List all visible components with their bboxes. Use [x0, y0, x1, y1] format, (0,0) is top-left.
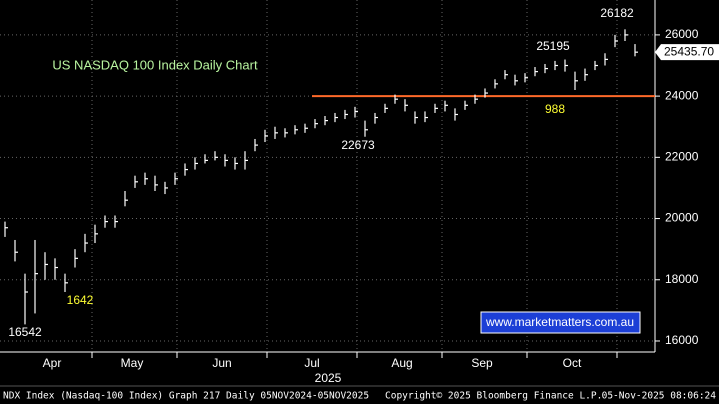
annotation: 1642: [67, 293, 94, 307]
annotation: 988: [545, 102, 565, 116]
x-tick-label: Aug: [391, 356, 412, 370]
y-tick-label: 26000: [665, 27, 699, 41]
watermark: www.marketmatters.com.au: [485, 315, 634, 329]
price-tag-label: 25435.70: [664, 44, 714, 58]
x-tick-label: May: [121, 356, 144, 370]
chart-title: US NASDAQ 100 Index Daily Chart: [52, 57, 258, 72]
annotation: 26182: [600, 6, 634, 20]
x-tick-label: Jun: [212, 356, 231, 370]
footer-center: Copyright© 2025 Bloomberg Finance L.P.: [385, 391, 602, 402]
footer-left: NDX Index (Nasdaq-100 Index) Graph 217 D…: [3, 391, 369, 402]
x-tick-label: Oct: [563, 356, 582, 370]
y-tick-label: 20000: [665, 211, 699, 225]
x-tick-label: Jul: [304, 356, 319, 370]
annotation: 22673: [341, 138, 375, 152]
footer-bar: [0, 386, 719, 404]
x-axis-label: 2025: [315, 371, 342, 385]
y-tick-label: 16000: [665, 333, 699, 347]
y-tick-label: 24000: [665, 88, 699, 102]
footer-right: 05-Nov-2025 08:06:24: [602, 391, 717, 402]
annotation: 16542: [8, 325, 42, 339]
price-tag: [655, 44, 719, 61]
y-tick-label: 22000: [665, 150, 699, 164]
x-tick-label: Sep: [471, 356, 493, 370]
watermark-box: [480, 311, 641, 334]
x-tick-label: Apr: [43, 356, 62, 370]
annotation: 25195: [536, 39, 570, 53]
grid: [0, 0, 655, 352]
y-tick-label: 18000: [665, 272, 699, 286]
